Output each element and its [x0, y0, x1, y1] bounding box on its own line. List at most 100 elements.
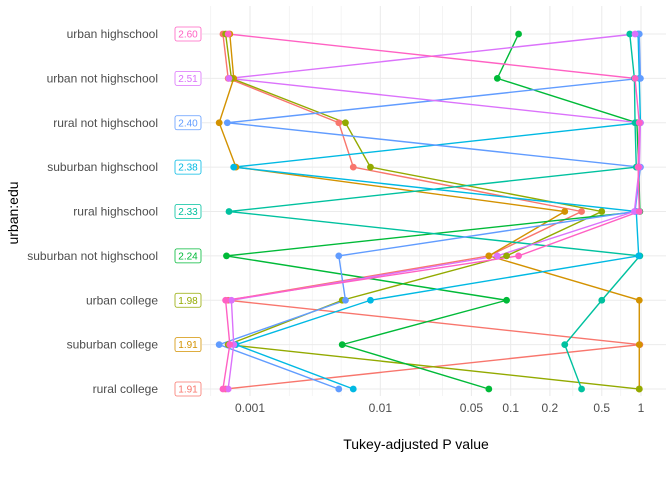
x-tick-label: 0.1 [502, 401, 519, 415]
y-tick-label: rural not highschool [53, 116, 158, 130]
mean-badge: 1.91 [174, 337, 202, 353]
mean-badge: 1.98 [174, 292, 202, 308]
data-point [335, 252, 343, 260]
data-point [631, 74, 639, 82]
x-tick-labels: 0.001 0.01 0.05 0.1 0.2 0.5 1 [235, 401, 645, 415]
badge-label: 2.38 [178, 163, 198, 174]
point-layer [215, 30, 644, 393]
data-point [598, 296, 606, 304]
badge-label: 2.51 [178, 74, 198, 85]
data-point [631, 208, 638, 215]
y-tick-label: suburban college [67, 338, 159, 352]
data-point [578, 208, 585, 215]
x-tick-label: 0.05 [460, 401, 484, 415]
badge-box [174, 70, 202, 86]
data-point [215, 341, 223, 349]
data-point [338, 341, 346, 349]
y-tick-label: rural college [93, 382, 159, 396]
mean-badges: 1.91 1.91 1.98 2.24 2.33 2.38 2.40 2.51 2.60 [174, 26, 202, 397]
badge-box [174, 26, 202, 42]
mean-badge: 2.24 [174, 248, 202, 264]
data-point [219, 385, 227, 393]
data-point [224, 385, 232, 393]
data-point [561, 208, 569, 215]
mean-badge: 2.60 [174, 26, 202, 42]
data-point [215, 119, 223, 127]
badge-box [174, 381, 202, 397]
data-point [225, 208, 233, 215]
badge-label: 1.91 [178, 340, 198, 351]
badge-box [174, 248, 202, 264]
mean-badge: 2.51 [174, 70, 202, 86]
badge-box [174, 292, 202, 308]
data-point [493, 252, 501, 260]
data-point [503, 296, 510, 304]
data-point [349, 163, 357, 171]
data-point [503, 252, 510, 260]
data-point [335, 385, 343, 393]
data-point [515, 30, 522, 38]
x-tick-label: 0.2 [542, 401, 559, 415]
x-tick-label: 0.01 [369, 401, 393, 415]
data-point [635, 385, 643, 393]
data-point [637, 74, 644, 82]
data-point [223, 252, 230, 260]
badge-label: 2.33 [178, 207, 198, 218]
x-tick-label: 0.001 [235, 401, 265, 415]
badge-label: 2.24 [178, 251, 198, 262]
mean-badge: 2.38 [174, 159, 202, 175]
data-point [342, 296, 349, 304]
y-tick-labels: rural college suburban college urban colle… [27, 27, 158, 396]
data-point [223, 119, 231, 127]
mean-badge: 2.33 [174, 204, 202, 219]
y-tick-label: urban college [86, 293, 158, 307]
y-tick-label: urban highschool [67, 27, 158, 41]
data-point [485, 252, 493, 260]
x-axis-title: Tukey-adjusted P value [343, 436, 489, 452]
data-point [635, 341, 643, 349]
badge-box [174, 337, 202, 353]
y-tick-label: urban not highschool [47, 71, 158, 85]
data-point [367, 296, 374, 304]
data-point [335, 119, 343, 127]
data-point [485, 385, 493, 393]
badge-label: 1.98 [178, 296, 198, 307]
mean-badge: 2.40 [174, 115, 202, 131]
y-tick-label: suburban not highschool [27, 249, 158, 263]
x-tick-label: 1 [638, 401, 645, 415]
data-point [226, 341, 234, 349]
data-point [493, 74, 501, 82]
data-point [631, 30, 639, 38]
data-point [635, 208, 643, 215]
data-point [598, 208, 606, 215]
data-point [224, 30, 232, 38]
data-point [230, 163, 238, 171]
data-point [634, 163, 642, 171]
data-point [635, 296, 643, 304]
badge-label: 2.60 [178, 30, 198, 41]
x-tick-label: 0.5 [593, 401, 610, 415]
data-point [561, 341, 569, 349]
y-tick-label: rural highschool [73, 205, 158, 219]
data-point [367, 163, 374, 171]
badge-label: 2.40 [178, 118, 198, 129]
badge-box [174, 204, 202, 219]
data-point [349, 385, 357, 393]
data-point [635, 119, 643, 127]
data-point [635, 252, 643, 260]
data-point [342, 119, 349, 127]
data-point [225, 74, 233, 82]
y-tick-label: suburban highschool [47, 160, 158, 174]
y-axis-title: urban:edu [5, 181, 21, 244]
data-point [578, 385, 585, 393]
data-point [228, 296, 235, 304]
data-point [222, 296, 230, 304]
badge-label: 1.91 [178, 385, 198, 396]
badge-box [174, 159, 202, 175]
grid-layer [202, 6, 666, 396]
mean-badge: 1.91 [174, 381, 202, 397]
data-point [626, 30, 634, 38]
badge-box [174, 115, 202, 131]
data-point [515, 252, 522, 260]
